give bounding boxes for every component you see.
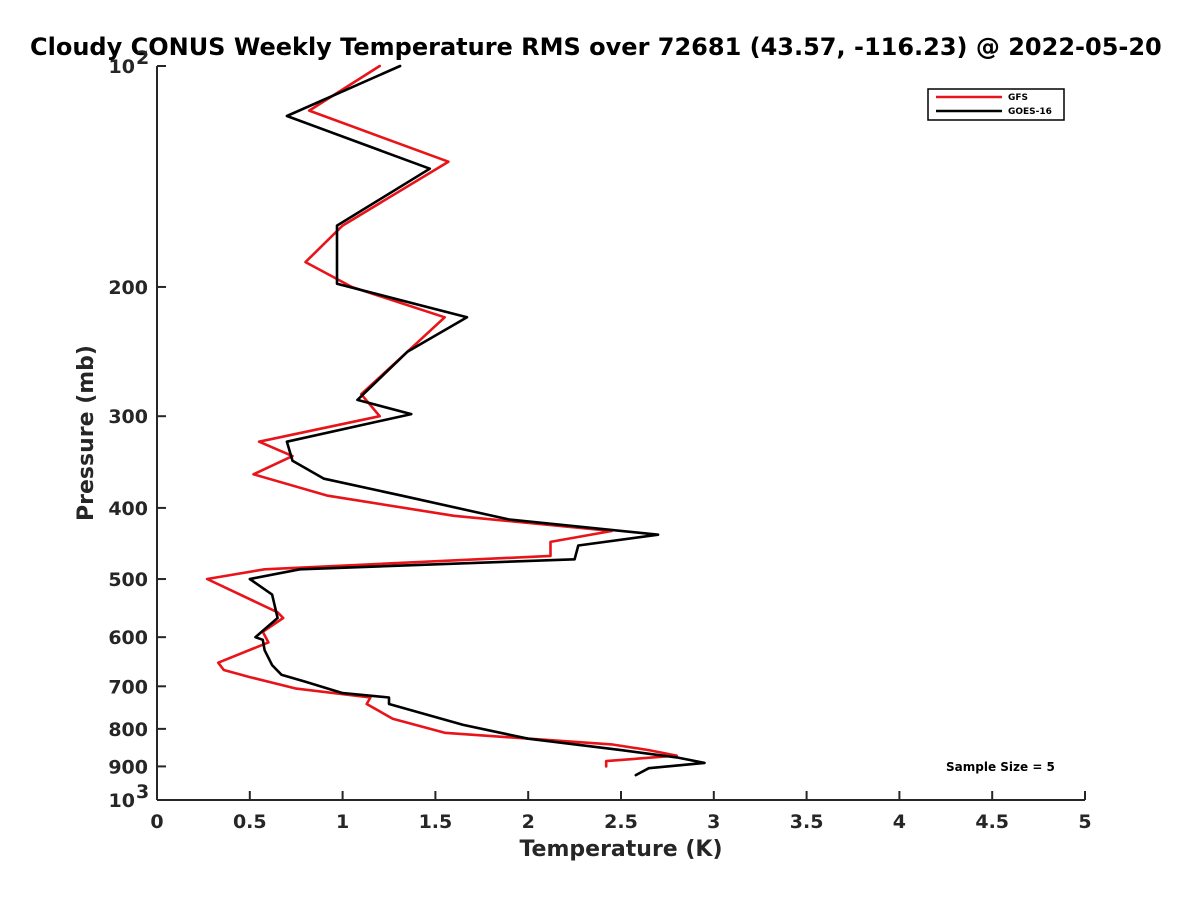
x-tick-label: 4 [893,811,906,833]
x-tick-label: 2 [522,811,535,833]
x-tick-label: 0 [150,811,163,833]
x-tick-label: 2.5 [604,811,638,833]
x-tick-label: 3 [707,811,720,833]
y-tick-label: 700 [108,676,148,698]
legend-label-goes16: GOES-16 [1008,107,1052,117]
legend: GFS GOES-16 [927,88,1065,121]
y-tick-label: 300 [108,406,148,428]
legend-label-gfs: GFS [1008,93,1028,103]
series-line-gfs [205,64,679,768]
x-tick-label: 0.5 [233,811,267,833]
chart-title: Cloudy CONUS Weekly Temperature RMS over… [30,33,1162,61]
y-tick-label: 10 [109,790,135,812]
y-tick-label: 500 [108,569,148,591]
legend-box [927,88,1065,121]
y-tick-label: 900 [108,756,148,778]
x-axis-label: Temperature (K) [519,837,722,862]
series-line-goes16 [248,64,706,777]
x-tick-label: 5 [1078,811,1091,833]
y-tick-label: 400 [108,498,148,520]
sample-size-annotation: Sample Size = 5 [946,760,1055,774]
x-axis-ticks: 0 0.5 1 1.5 2 2.5 3 3.5 4 4.5 5 [150,791,1092,833]
series-layer [205,64,706,777]
plot-area [157,66,1085,800]
x-tick-label: 1 [336,811,349,833]
y-tick-label: 600 [108,627,148,649]
y-tick-label: 800 [108,719,148,741]
y-tick-exponent: 2 [136,47,149,69]
y-axis-label: Pressure (mb) [74,345,99,521]
x-tick-label: 4.5 [975,811,1009,833]
x-tick-label: 3.5 [790,811,824,833]
y-tick-label: 200 [108,277,148,299]
y-tick-label: 10 [109,56,135,78]
y-tick-exponent: 3 [136,781,149,803]
x-tick-label: 1.5 [419,811,453,833]
